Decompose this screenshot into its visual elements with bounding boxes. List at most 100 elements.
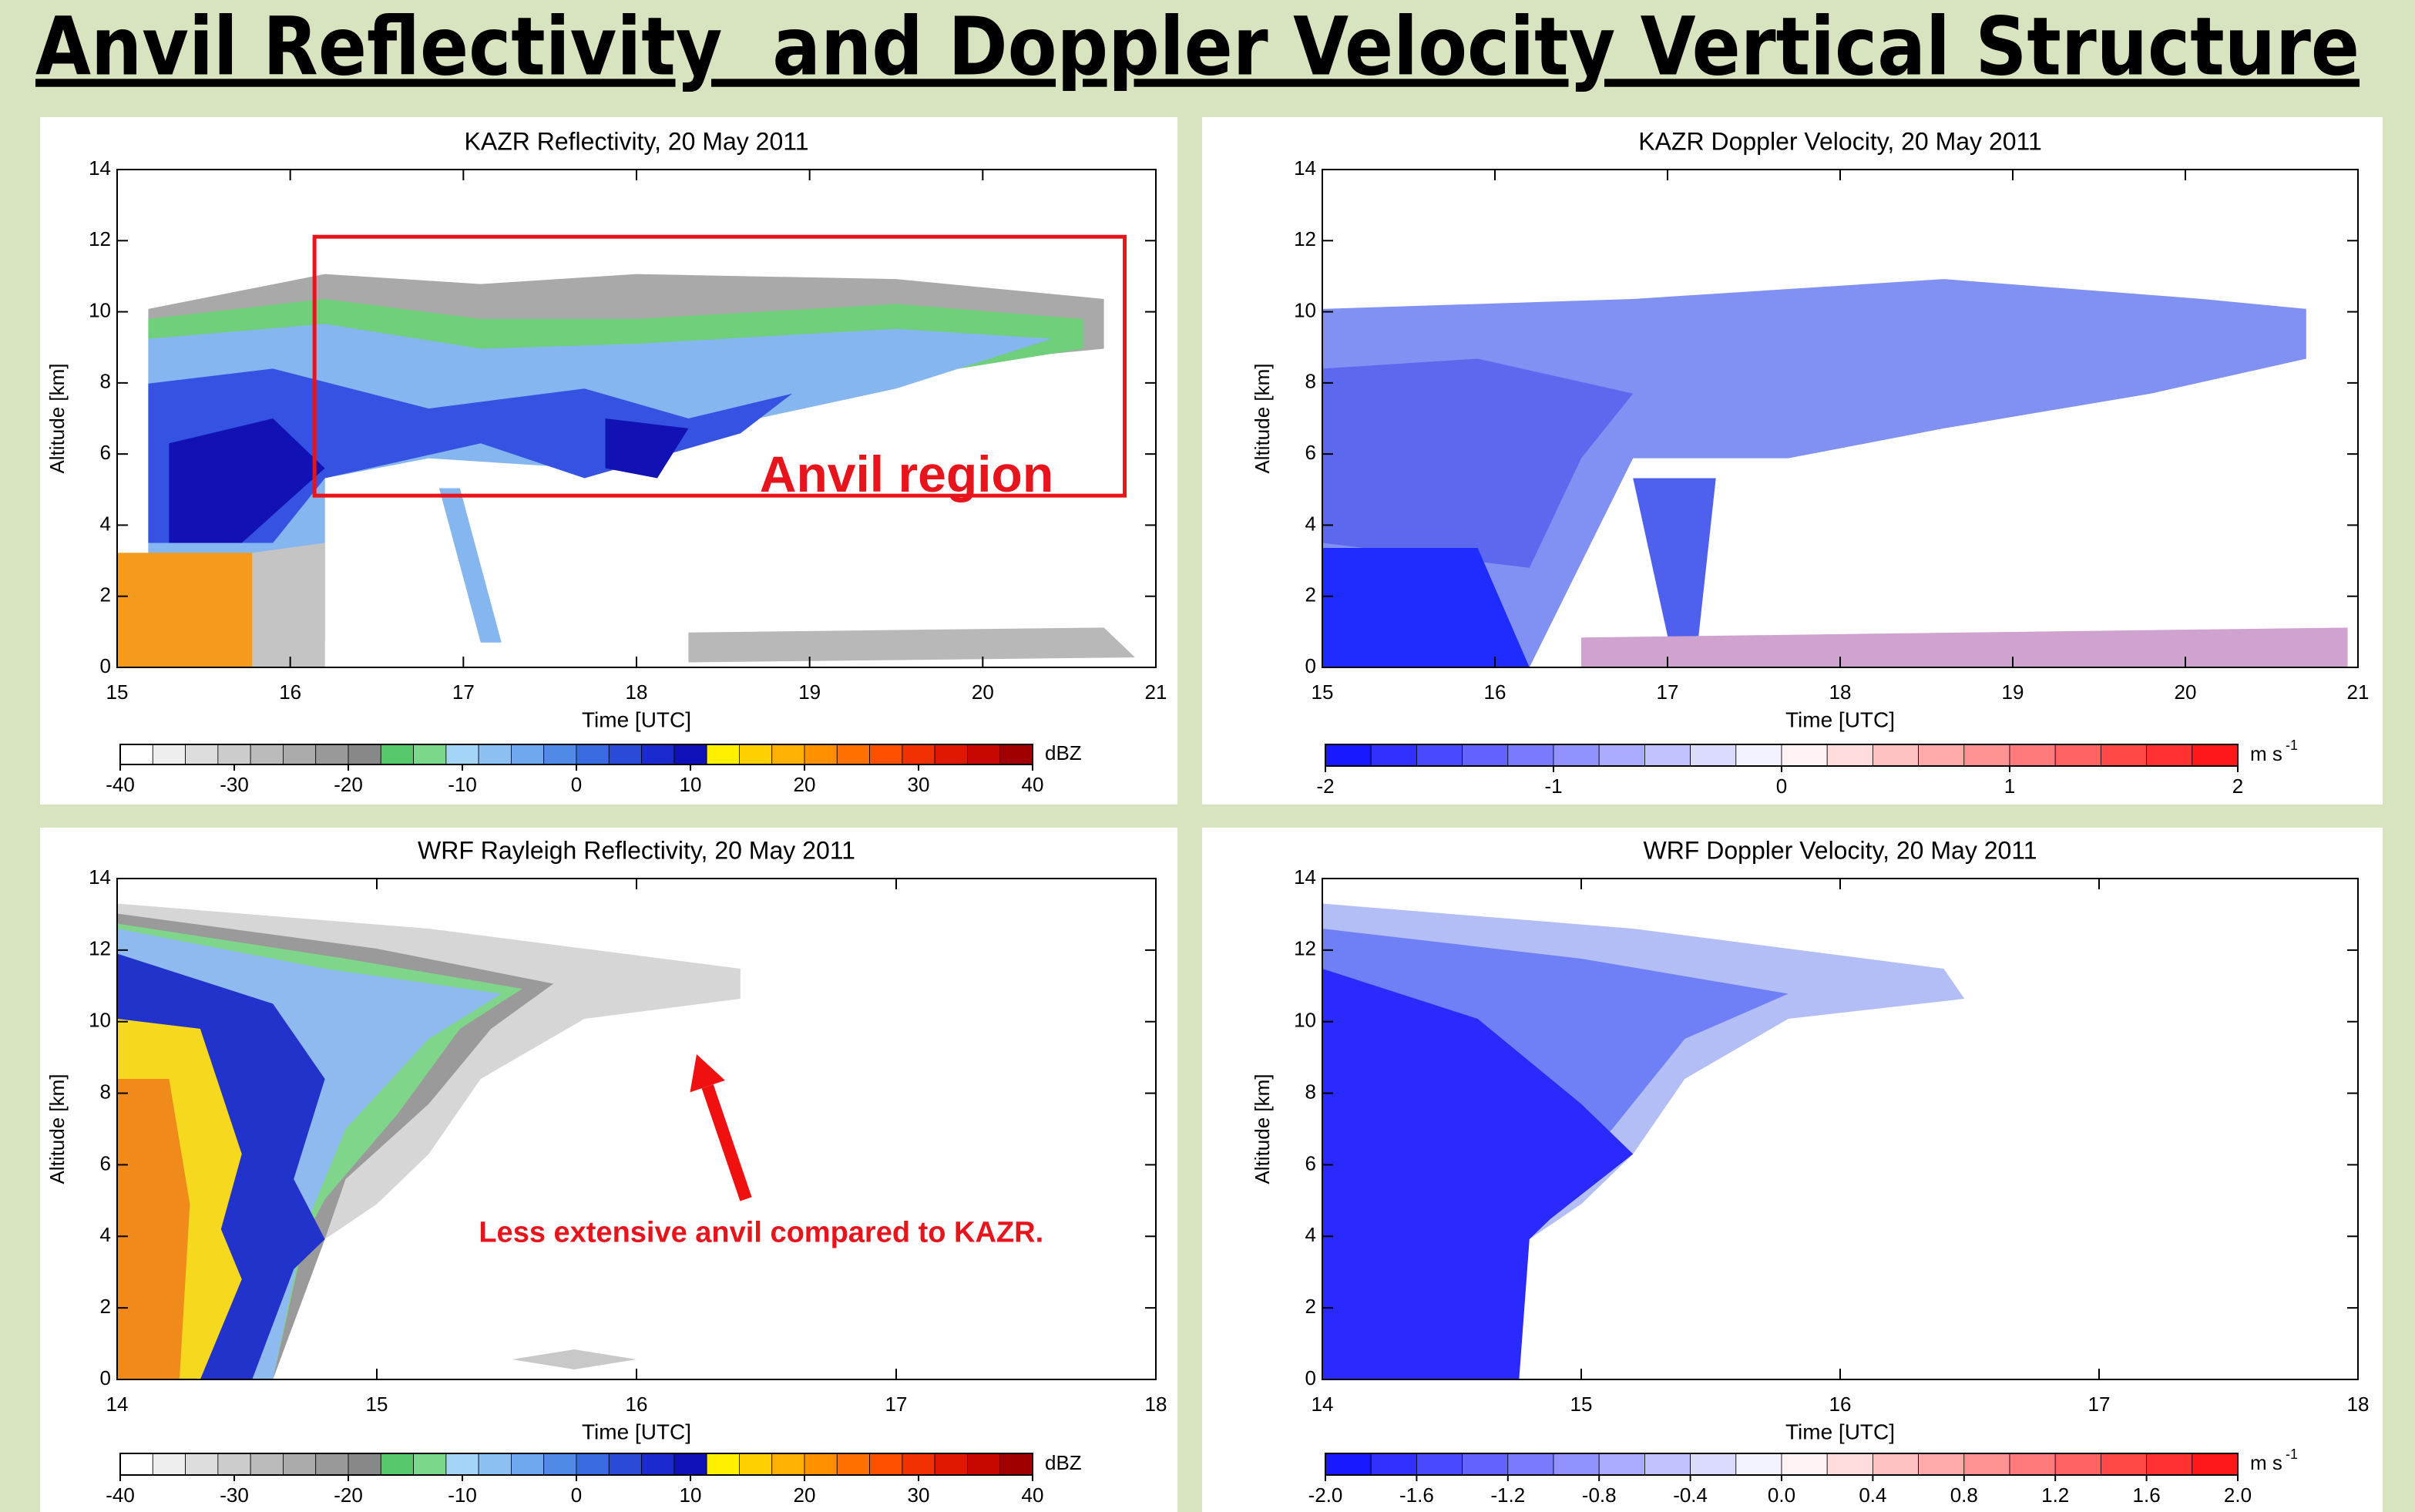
colorbar-tick-label: -20 [334,1483,363,1507]
field-region [117,1079,190,1379]
colorbar-tick-label: 30 [908,1483,930,1507]
y-tick-label: 4 [100,1223,111,1246]
colorbar-segment [2100,744,2147,767]
arrow-head [690,1054,725,1093]
colorbar-tick-label: -30 [220,1483,249,1507]
colorbar-tick-label: -10 [448,1483,477,1507]
colorbar-segment [1325,744,1372,767]
y-tick-label: 8 [1305,370,1316,393]
colorbar-segment [283,1453,317,1476]
colorbar-segment [608,1453,642,1476]
colorbar-segment [576,1453,610,1476]
colorbar-segment [1735,1453,1782,1476]
panel-title: WRF Rayleigh Reflectivity, 20 May 2011 [418,836,855,864]
colorbar-tick-label: 2 [2232,774,2243,798]
field-region [117,553,253,667]
colorbar-segment [1462,1453,1509,1476]
colorbar-segment [348,744,381,765]
colorbar-segment [1644,1453,1691,1476]
y-tick-label: 12 [89,227,111,250]
y-tick-label: 14 [89,865,111,889]
colorbar-segment [380,1453,414,1476]
annotation: Anvil region [760,445,1053,502]
colorbar-segment [1416,1453,1463,1476]
field-region [1322,358,1634,568]
colorbar-segment [1918,744,1965,767]
x-tick-label: 18 [626,680,648,704]
y-tick-label: 2 [1305,583,1316,606]
x-tick-label: 21 [2347,680,2370,704]
colorbar-tick-label: 40 [1022,773,1044,796]
colorbar-tick-label: -0.8 [1582,1483,1617,1507]
y-tick-label: 2 [1305,1295,1316,1318]
x-axis-label: Time [UTC] [1785,1420,1895,1443]
x-tick-label: 17 [452,680,475,704]
colorbar-segment [1963,1453,2010,1476]
colorbar-segment [2192,1453,2239,1476]
colorbar-segment [641,744,675,765]
colorbar-segment [608,744,642,765]
colorbar-segment [1872,744,1919,767]
colorbar-segment [413,1453,447,1476]
colorbar-segment [119,1453,153,1476]
colorbar-segment [2009,1453,2056,1476]
field-region [1633,478,1716,667]
colorbar-segment [152,744,186,765]
colorbar-segment [119,744,153,765]
panel: WRF Rayleigh Reflectivity, 20 May 2011 0 2… [40,828,1177,1512]
colorbar-segment [999,1453,1033,1476]
colorbar-tick-label: 10 [680,773,702,796]
colorbar-segment [1690,1453,1737,1476]
colorbar-tick-label: 0 [1776,774,1787,798]
y-tick-label: 0 [1305,1366,1316,1389]
colorbar-segment [934,1453,968,1476]
colorbar-segment [902,744,935,765]
colorbar-segment [1781,744,1828,767]
x-tick-label: 21 [1145,680,1167,704]
y-tick-label: 8 [100,1080,111,1103]
field-region [512,1349,636,1369]
y-axis-label: Altitude [km] [45,363,69,473]
colorbar-segment [804,744,838,765]
slide-title: Anvil Reflectivity and Doppler Velocity … [35,0,2360,93]
y-tick-label: 14 [89,156,111,180]
y-tick-label: 4 [1305,512,1316,535]
colorbar-tick-label: 0 [571,1483,582,1507]
colorbar-segment [2054,744,2101,767]
colorbar-label: dBZ [1045,741,1082,764]
y-axis-label: Altitude [km] [45,1074,69,1184]
colorbar-tick-label: -1.2 [1490,1483,1525,1507]
colorbar-segment [804,1453,838,1476]
y-tick-label: 4 [100,512,111,535]
colorbar-segment [1918,1453,1965,1476]
highlight-box [312,234,1127,498]
field-region [252,543,325,667]
colorbar-tick-label: -40 [106,1483,135,1507]
x-tick-label: 16 [1484,680,1506,704]
x-tick-label: 19 [2002,680,2024,704]
x-tick-label: 17 [885,1393,908,1416]
colorbar-segment [511,744,545,765]
panel-title: KAZR Reflectivity, 20 May 2011 [465,127,809,155]
colorbar-segment [1507,744,1554,767]
y-tick-label: 4 [1305,1223,1316,1246]
panel-title: WRF Doppler Velocity, 20 May 2011 [1643,836,2037,864]
field-region [1581,627,2348,667]
colorbar-segment [2192,744,2239,767]
colorbar-segment [836,744,870,765]
y-tick-label: 6 [1305,1151,1316,1174]
colorbar-tick-label: 0.4 [1859,1483,1886,1507]
colorbar-segment [478,1453,512,1476]
colorbar-segment [315,744,349,765]
colorbar-segment [1370,1453,1417,1476]
colorbar-segment [1963,744,2010,767]
colorbar-segment [2146,744,2193,767]
x-tick-label: 15 [366,1393,388,1416]
colorbar-tick-label: -0.4 [1673,1483,1708,1507]
colorbar-segment [1872,1453,1919,1476]
colorbar-segment [1462,744,1509,767]
colorbar-segment [1826,1453,1873,1476]
colorbar-segment [185,744,219,765]
colorbar-segment [1507,1453,1554,1476]
colorbar-tick-label: 30 [908,773,930,796]
